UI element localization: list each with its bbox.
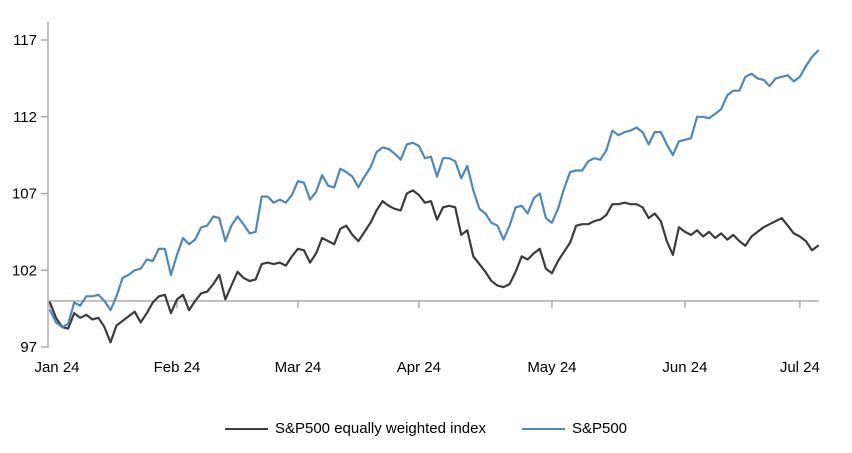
y-tick-label: 107 bbox=[12, 186, 37, 203]
sp500-equal-weight-line bbox=[48, 189, 820, 344]
y-tick-label: 117 bbox=[13, 32, 37, 49]
x-tick-label: Feb 24 bbox=[154, 359, 201, 376]
legend-item-sp500-equal-weight: S&P500 equally weighted index bbox=[224, 420, 486, 437]
x-tick-label: Jul 24 bbox=[780, 359, 820, 376]
x-tick-label: May 24 bbox=[527, 359, 576, 376]
y-tick-label: 112 bbox=[13, 109, 37, 126]
sp500-legend-line-icon bbox=[521, 427, 565, 430]
chart-legend: S&P500 equally weighted index S&P500 bbox=[0, 420, 852, 437]
y-tick-label: 97 bbox=[20, 339, 37, 356]
sp500-line bbox=[48, 49, 820, 329]
x-tick-label: Jun 24 bbox=[662, 359, 707, 376]
x-tick-label: Mar 24 bbox=[275, 359, 322, 376]
legend-label-sp500: S&P500 bbox=[571, 420, 628, 437]
legend-item-sp500: S&P500 bbox=[521, 420, 628, 437]
y-tick-label: 102 bbox=[12, 262, 37, 279]
sp500-equal-weight-legend-line-icon bbox=[224, 427, 268, 430]
x-tick-label: Apr 24 bbox=[397, 359, 441, 376]
legend-label-sp500-equal-weight: S&P500 equally weighted index bbox=[274, 420, 486, 437]
x-tick-label: Jan 24 bbox=[34, 359, 79, 376]
